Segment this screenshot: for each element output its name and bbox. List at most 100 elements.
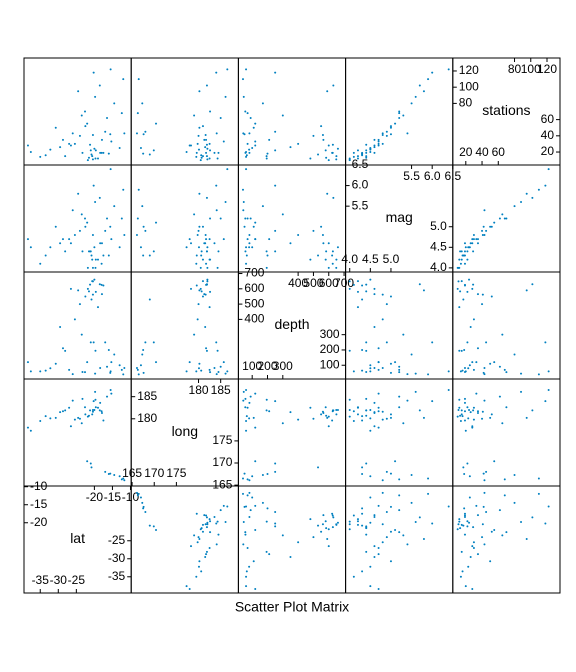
point <box>447 370 450 373</box>
point <box>201 280 204 283</box>
tick-label: 180 <box>137 411 157 425</box>
point <box>90 153 93 156</box>
point <box>463 533 466 536</box>
point <box>547 505 550 508</box>
point <box>468 521 471 524</box>
point <box>245 154 248 157</box>
point <box>205 283 208 286</box>
point <box>110 140 113 143</box>
point <box>505 371 508 374</box>
point <box>325 527 328 530</box>
point <box>137 188 140 191</box>
point <box>254 238 257 241</box>
point <box>476 514 479 517</box>
point <box>245 262 248 265</box>
point <box>155 361 158 364</box>
point <box>155 221 158 224</box>
point <box>472 418 475 421</box>
point <box>475 504 478 507</box>
point <box>326 537 329 540</box>
point <box>547 370 550 373</box>
point <box>69 242 72 245</box>
point <box>39 155 42 158</box>
point <box>83 371 86 374</box>
point <box>458 406 461 409</box>
point <box>274 470 277 473</box>
point <box>352 151 355 154</box>
point <box>312 536 315 539</box>
point <box>201 295 204 298</box>
point <box>471 287 474 290</box>
point <box>195 575 198 578</box>
point <box>254 140 257 143</box>
point <box>204 326 207 329</box>
variable-name: depth <box>274 316 309 332</box>
point <box>99 151 102 154</box>
point <box>198 90 201 93</box>
point <box>49 148 52 151</box>
point <box>185 246 188 249</box>
tick-label: 170 <box>212 455 232 469</box>
point <box>94 149 97 152</box>
panel <box>237 164 347 273</box>
point <box>136 494 139 497</box>
panel <box>130 271 239 380</box>
point <box>123 132 126 135</box>
point <box>398 112 401 115</box>
point <box>377 410 380 413</box>
point <box>485 341 488 344</box>
point <box>447 505 450 508</box>
point <box>422 90 425 93</box>
point <box>242 95 245 98</box>
point <box>483 479 486 482</box>
point <box>91 413 94 416</box>
point <box>365 370 368 373</box>
tick-label: 185 <box>137 389 157 403</box>
point <box>91 266 94 269</box>
point <box>59 326 62 329</box>
point <box>102 284 105 287</box>
point <box>418 409 421 412</box>
point <box>331 250 334 253</box>
point <box>381 318 384 321</box>
point <box>93 246 96 249</box>
point <box>44 369 47 372</box>
point <box>139 496 142 499</box>
point <box>91 158 94 161</box>
point <box>476 242 479 245</box>
point <box>485 470 488 473</box>
point <box>274 184 277 187</box>
point <box>190 545 193 548</box>
point <box>459 414 462 417</box>
point <box>498 395 501 398</box>
point <box>481 229 484 232</box>
point <box>463 512 466 515</box>
point <box>107 473 110 476</box>
point <box>242 543 245 546</box>
point <box>369 585 372 588</box>
point <box>321 134 324 137</box>
point <box>193 534 196 537</box>
point <box>68 142 71 145</box>
point <box>185 585 188 588</box>
point <box>185 370 188 373</box>
point <box>106 116 109 119</box>
point <box>513 473 516 476</box>
point <box>99 242 102 245</box>
point <box>335 523 338 526</box>
point <box>206 158 209 161</box>
point <box>216 266 219 269</box>
point <box>389 125 392 128</box>
point <box>365 550 368 553</box>
point <box>398 365 401 368</box>
point <box>483 233 486 236</box>
point <box>242 390 245 393</box>
point <box>463 507 466 510</box>
point <box>389 126 392 129</box>
point <box>49 417 52 420</box>
point <box>468 475 471 478</box>
point <box>109 133 112 136</box>
point <box>547 168 550 171</box>
point <box>471 588 474 591</box>
point <box>89 250 92 253</box>
